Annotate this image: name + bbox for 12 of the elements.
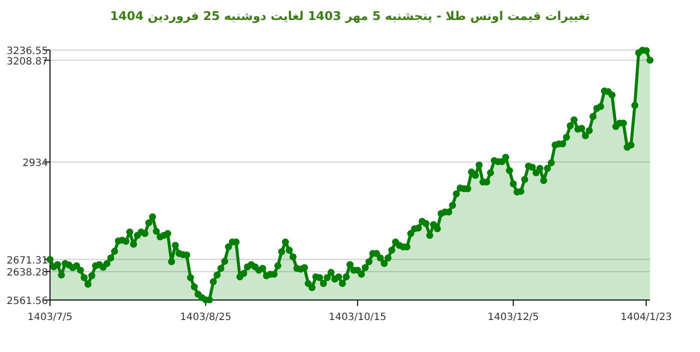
chart-title: تغییرات قیمت اونس طلا - پنجشنبه 5 مهر 1403 لغایت دوشنبه 25 فروردین 1404 [110, 9, 590, 23]
y-tick-label: 2671.31 [6, 255, 48, 266]
x-tick-label: 1404/1/23 [620, 312, 672, 323]
y-tick-label: 2561.56 [6, 296, 48, 307]
y-tick-label: 2934 [22, 158, 48, 170]
y-tick-label: 3236.55 [6, 46, 48, 57]
y-tick-label: 3208.87 [6, 56, 48, 68]
x-tick-label: 1403/8/25 [180, 312, 232, 323]
x-tick-label: 1403/12/5 [488, 312, 539, 323]
x-tick-label: 1403/10/15 [328, 312, 386, 323]
x-tick-label: 1403/7/5 [28, 312, 72, 323]
y-tick-label: 2638.28 [6, 268, 48, 279]
